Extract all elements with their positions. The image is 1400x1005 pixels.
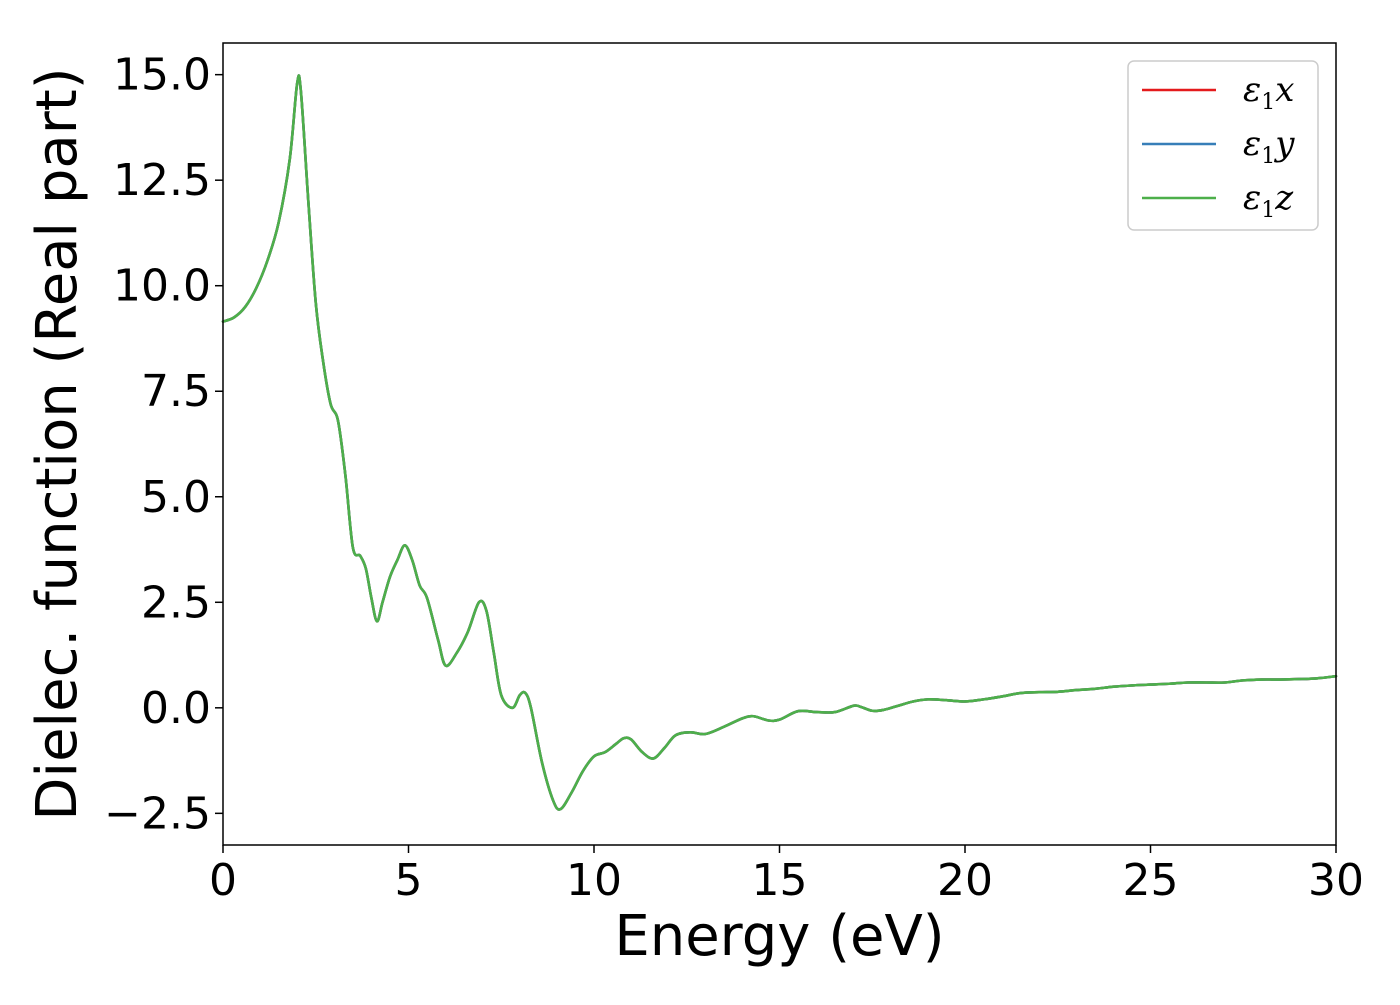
legend-box xyxy=(1127,60,1319,231)
x-axis-ticks: 0 5 10 15 20 25 30 xyxy=(209,845,1364,906)
y-tick-label: −2.5 xyxy=(104,788,211,839)
legend-label-x: ε1x xyxy=(1243,70,1294,115)
legend: ε1x ε1y ε1z xyxy=(1127,60,1319,231)
x-tick-label: 5 xyxy=(395,855,423,906)
y-axis-ticks: −2.5 0.0 2.5 5.0 7.5 10.0 12.5 15.0 xyxy=(104,50,223,839)
y-tick-label: 15.0 xyxy=(113,50,211,101)
x-tick-label: 0 xyxy=(209,855,237,906)
legend-label-z: ε1z xyxy=(1243,178,1294,223)
x-tick-label: 10 xyxy=(566,855,622,906)
x-tick-label: 15 xyxy=(752,855,808,906)
x-tick-label: 25 xyxy=(1123,855,1179,906)
y-tick-label: 0.0 xyxy=(141,683,211,734)
series-layer xyxy=(221,74,1338,811)
y-tick-label: 10.0 xyxy=(113,261,211,312)
legend-items: ε1x ε1y ε1z xyxy=(1142,70,1295,223)
series-line-z xyxy=(221,74,1338,811)
y-tick-label: 2.5 xyxy=(141,577,211,628)
y-tick-label: 7.5 xyxy=(141,366,211,417)
y-axis-title: Dielec. function (Real part) xyxy=(25,67,90,820)
x-axis-title: Energy (eV) xyxy=(614,904,944,969)
y-tick-label: 12.5 xyxy=(113,155,211,206)
x-tick-label: 20 xyxy=(937,855,993,906)
legend-label-y: ε1y xyxy=(1243,124,1295,169)
y-tick-label: 5.0 xyxy=(141,472,211,523)
x-tick-label: 30 xyxy=(1308,855,1364,906)
